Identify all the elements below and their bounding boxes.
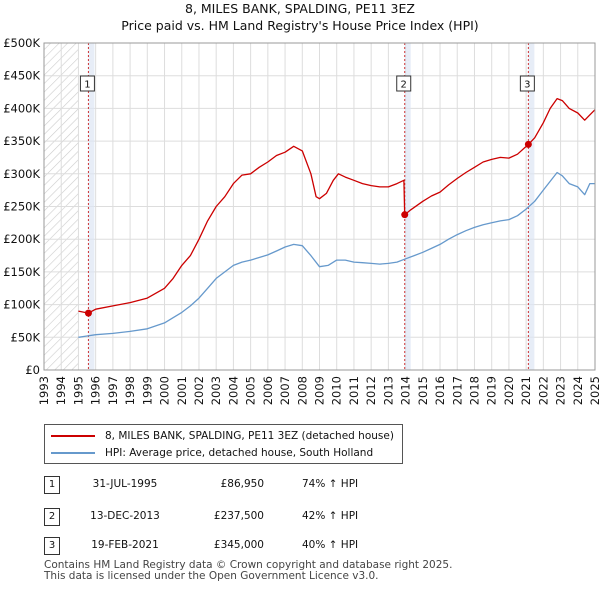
sale-label-box [396,75,412,92]
y-tick-label: £350K [3,134,40,148]
annotation-number: 3 [44,537,60,555]
x-tick-label: 2004 [226,376,240,405]
annotation-hpi: 42% ↑ HPI [302,510,359,522]
annotation-number: 2 [44,508,60,526]
sale-point [524,140,532,148]
x-tick-label: 2001 [175,376,189,405]
legend-item-property: 8, MILES BANK, SPALDING, PE11 3EZ (detac… [51,429,394,443]
annotation-price: £345,000 [213,539,264,551]
footer-copyright: Contains HM Land Registry data © Crown c… [44,559,453,571]
x-tick-label: 2008 [295,376,309,405]
annotation-number: 1 [44,476,60,494]
x-tick-label: 2019 [485,376,499,405]
y-tick-label: £450K [3,69,40,83]
x-tick-label: 1994 [54,376,68,405]
chart-subtitle: Price paid vs. HM Land Registry's House … [121,18,479,33]
annotation-hpi: 74% ↑ HPI [302,478,359,490]
legend-swatch-property [51,435,95,437]
sale-band [404,43,411,370]
annotation-price: £237,500 [213,510,264,522]
y-tick-label: £150K [3,265,40,279]
x-tick-label: 2017 [450,376,464,405]
y-tick-label: £400K [3,101,40,115]
x-tick-label: 1996 [89,376,103,405]
x-tick-label: 1997 [106,376,120,405]
plot-frame [43,42,596,371]
y-tick-label: £0 [25,363,40,377]
sale-label-number: 2 [401,80,407,91]
x-tick-label: 2022 [536,376,550,405]
x-tick-label: 1993 [37,376,51,405]
x-tick-label: 2002 [192,376,206,405]
sale-label-box [79,75,95,92]
y-tick-label: £300K [3,167,40,181]
y-tick-label: £200K [3,232,40,246]
price-chart: 1 2 3 £0 £50K £100K £150K £200K £250K £300K £350K £… [3,36,600,405]
footer-license: This data is licensed under the Open Gov… [44,570,379,582]
x-tick-label: 2006 [261,376,275,405]
sale-band [88,43,95,370]
x-tick-label: 2009 [313,376,327,405]
annotation-date: 19-FEB-2021 [91,539,159,551]
annotation-date: 31-JUL-1995 [92,478,158,490]
legend-swatch-hpi [51,452,95,454]
sale-label-number: 1 [84,80,90,91]
x-tick-label: 2021 [519,376,533,405]
hpi-line [78,171,595,338]
x-tick-label: 2007 [278,376,292,405]
x-tick-label: 2023 [554,376,568,405]
x-tick-label: 2012 [364,376,378,405]
annotation-price: £86,950 [220,478,264,490]
x-tick-label: 2005 [244,376,258,405]
x-tick-label: 2015 [416,376,430,405]
x-tick-label: 2010 [330,376,344,405]
sale-band [528,43,535,370]
legend-item-hpi: HPI: Average price, detached house, Sout… [51,446,373,460]
x-tick-label: 2018 [467,376,481,405]
annotation-hpi: 40% ↑ HPI [302,539,359,551]
x-tick-label: 2024 [571,376,585,405]
x-tick-label: 2003 [209,376,223,405]
sale-label-box [519,75,535,92]
x-tick-label: 2025 [588,376,600,405]
x-tick-label: 2014 [399,376,413,405]
x-tick-label: 2016 [433,376,447,405]
annotation-date: 13-DEC-2013 [90,510,160,522]
sale-point [84,309,92,317]
x-tick-label: 2013 [381,376,395,405]
y-tick-label: £250K [3,200,40,214]
x-tick-label: 1998 [123,376,137,405]
legend-label-hpi: HPI: Average price, detached house, Sout… [105,447,374,459]
sale-point [401,211,409,219]
legend-label-property: 8, MILES BANK, SPALDING, PE11 3EZ (detac… [105,430,394,442]
footer: Contains HM Land Registry data © Crown c… [44,560,452,582]
x-tick-label: 2020 [502,376,516,405]
x-tick-label: 1999 [140,376,154,405]
y-tick-label: £500K [3,36,40,50]
x-tick-label: 2011 [347,376,361,405]
x-tick-label: 1995 [71,376,85,405]
legend: 8, MILES BANK, SPALDING, PE11 3EZ (detac… [44,424,403,464]
y-tick-label: £100K [3,298,40,312]
x-tick-label: 2000 [158,376,172,405]
y-tick-label: £50K [11,330,41,344]
chart-title: 8, MILES BANK, SPALDING, PE11 3EZ [185,1,415,16]
sale-label-number: 3 [524,80,530,91]
